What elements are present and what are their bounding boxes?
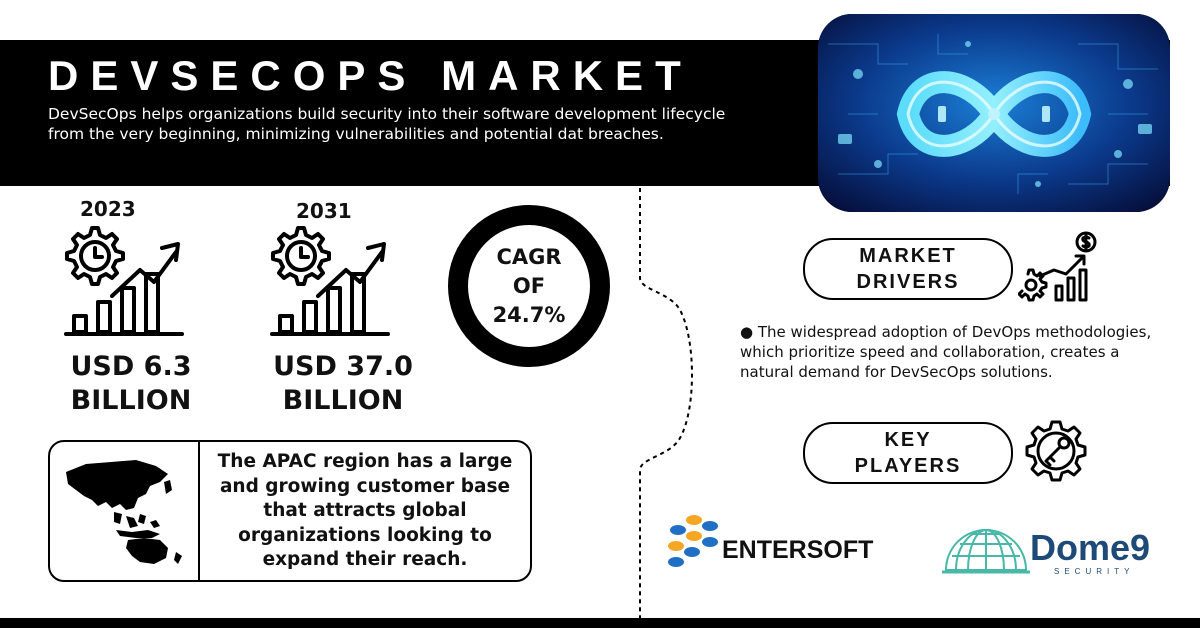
- gear-dollar-chart-icon: [1018, 231, 1097, 302]
- dome9-logo: [942, 529, 1030, 574]
- market-drivers-pill: MARKET DRIVERS: [803, 238, 1013, 300]
- market-drivers-label-line2: DRIVERS: [856, 271, 960, 293]
- gear-clock-growth-chart-icon: [64, 226, 184, 336]
- hero-image: [818, 14, 1170, 212]
- cagr-ring: CAGR OF 24.7%: [448, 205, 610, 367]
- header-description: DevSecOps helps organizations build secu…: [48, 105, 726, 143]
- apac-text: The APAC region has a large and growing …: [217, 451, 513, 570]
- year-2031-label: 2031: [296, 199, 352, 223]
- value-2023-line2: BILLION: [70, 385, 192, 416]
- key-players-label-line1: KEY: [884, 429, 932, 451]
- page-title: DEVSECOPS MARKET: [48, 52, 693, 99]
- apac-divider: [198, 442, 200, 580]
- dome9-wordmark: Dome9: [1030, 527, 1151, 568]
- year-2023-label: 2023: [80, 197, 136, 221]
- apac-box: The APAC region has a large and growing …: [48, 440, 532, 582]
- value-2031: USD 37.0 BILLION: [272, 350, 414, 418]
- key-gear-icon: [1025, 420, 1087, 482]
- value-2031-line1: USD 37.0: [273, 351, 413, 382]
- key-players-label-line2: PLAYERS: [854, 455, 962, 477]
- cagr-line2: OF: [512, 273, 546, 298]
- cagr-line3: 24.7%: [492, 302, 566, 327]
- key-players-pill: KEY PLAYERS: [803, 422, 1013, 484]
- gear-clock-growth-chart-icon: [270, 226, 390, 336]
- market-drivers-label-line1: MARKET: [859, 245, 957, 267]
- cagr-line1: CAGR: [496, 244, 562, 269]
- market-drivers-bullet: ● The widespread adoption of DevOps meth…: [740, 323, 1152, 381]
- value-2023-line1: USD 6.3: [70, 351, 192, 382]
- entersoft-logo: [668, 515, 718, 567]
- dome9-subtitle: SECURITY: [1054, 567, 1135, 576]
- apac-map-icon: [66, 460, 182, 564]
- infinity-devops-loop-illustration: [818, 14, 1170, 212]
- value-2031-line2: BILLION: [282, 385, 404, 416]
- entersoft-wordmark: ENTERSOFT: [722, 536, 874, 564]
- bottom-bar: [0, 618, 1200, 628]
- value-2023: USD 6.3 BILLION: [64, 350, 198, 418]
- dashed-divider: [639, 180, 693, 620]
